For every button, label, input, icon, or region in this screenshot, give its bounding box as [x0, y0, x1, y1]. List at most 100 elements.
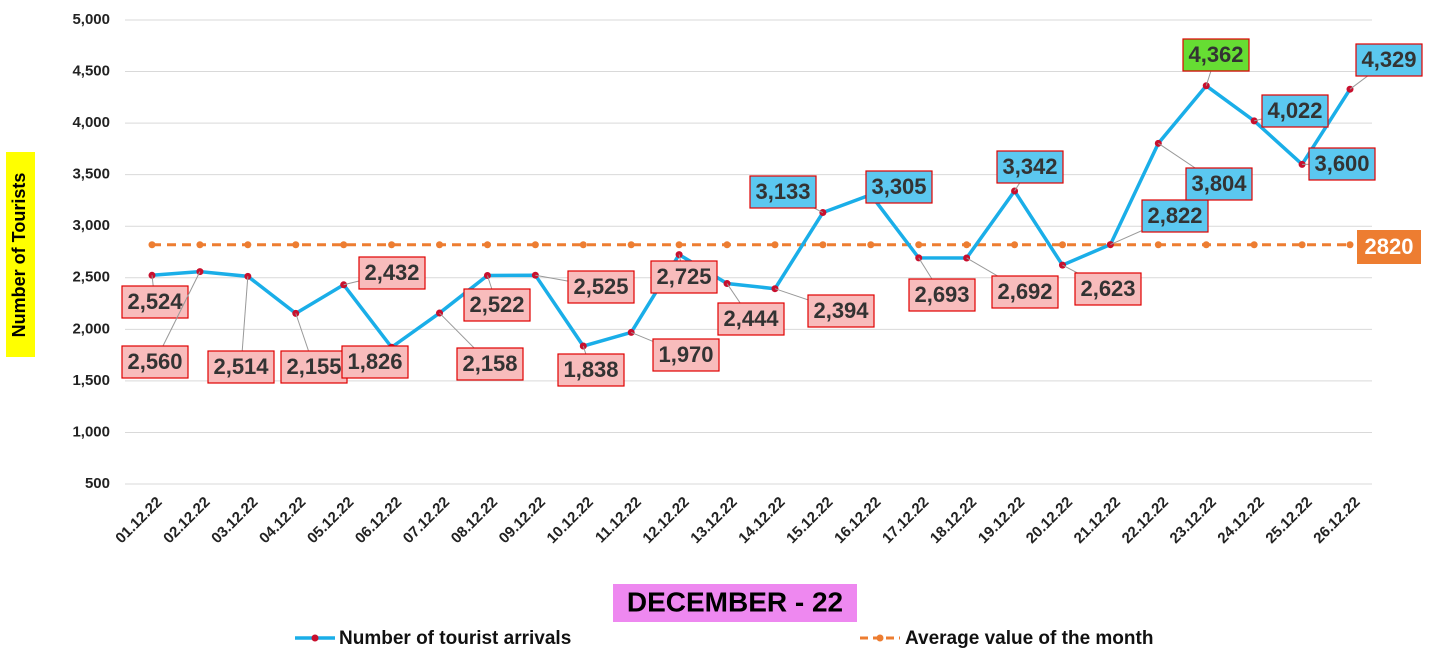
data-label: 2,155: [286, 354, 341, 379]
data-label: 2,444: [723, 306, 779, 331]
average-marker: [483, 241, 491, 249]
data-label-box: [717, 302, 785, 336]
average-marker: [723, 241, 731, 249]
x-tick-label: 13.12.22: [687, 494, 740, 547]
x-tick-label: 12.12.22: [639, 494, 692, 547]
average-marker: [1011, 241, 1019, 249]
average-marker: [244, 241, 252, 249]
average-marker: [196, 241, 204, 249]
data-label-box: [358, 256, 426, 290]
x-tick-label: 15.12.22: [783, 494, 836, 547]
data-label-box: [1308, 147, 1376, 181]
y-axis-label-bg: [6, 152, 35, 357]
average-marker: [436, 241, 444, 249]
data-label-box: [1074, 272, 1142, 306]
data-label: 2,560: [127, 349, 182, 374]
x-tick-label: 17.12.22: [879, 494, 932, 547]
y-tick-label: 2,500: [72, 269, 110, 286]
x-tick-label: 14.12.22: [735, 494, 788, 547]
data-label-box: [567, 270, 635, 304]
data-label: 4,329: [1361, 47, 1416, 72]
average-marker: [915, 241, 923, 249]
data-label-box: [341, 345, 409, 379]
legend-label: Average value of the month: [905, 628, 1153, 649]
data-label: 4,022: [1267, 98, 1322, 123]
data-label-box: [865, 170, 933, 204]
y-tick-label: 4,000: [72, 114, 110, 131]
data-label: 4,362: [1188, 42, 1243, 67]
x-tick-label: 22.12.22: [1119, 494, 1172, 547]
x-tick-label: 25.12.22: [1262, 494, 1315, 547]
x-tick-label: 21.12.22: [1071, 494, 1124, 547]
average-marker: [1250, 241, 1258, 249]
y-tick-label: 4,500: [72, 63, 110, 80]
data-label: 2,522: [469, 292, 524, 317]
average-marker: [963, 241, 971, 249]
data-label: 2,394: [813, 298, 869, 323]
data-label-box: [652, 338, 720, 372]
x-tick-label: 18.12.22: [927, 494, 980, 547]
data-label-box: [807, 294, 875, 328]
data-label: 1,826: [347, 349, 402, 374]
average-marker: [292, 241, 300, 249]
y-tick-label: 3,500: [72, 166, 110, 183]
data-label: 2,725: [656, 264, 711, 289]
data-label: 3,804: [1191, 171, 1247, 196]
x-tick-label: 24.12.22: [1214, 494, 1267, 547]
data-label: 2,524: [127, 289, 183, 314]
legend-label: Number of tourist arrivals: [339, 628, 571, 649]
data-label-box: [1141, 199, 1209, 233]
data-label: 2,623: [1080, 276, 1135, 301]
data-label: 2,514: [213, 354, 269, 379]
x-tick-label: 16.12.22: [831, 494, 884, 547]
average-marker: [1058, 241, 1066, 249]
arrivals-marker: [675, 251, 683, 259]
x-tick-label: 06.12.22: [352, 494, 405, 547]
y-tick-label: 500: [85, 475, 110, 492]
average-marker: [1298, 241, 1306, 249]
data-label-box: [463, 288, 531, 322]
data-label: 3,600: [1314, 151, 1369, 176]
average-marker: [1154, 241, 1162, 249]
data-label-box: [650, 260, 718, 294]
data-label-box: [207, 350, 275, 384]
data-label: 2,525: [573, 274, 628, 299]
average-marker: [340, 241, 348, 249]
data-label-box: [1355, 43, 1423, 77]
x-tick-label: 03.12.22: [208, 494, 261, 547]
x-tick-label: 08.12.22: [448, 494, 501, 547]
x-tick-label: 20.12.22: [1023, 494, 1076, 547]
y-tick-label: 2,000: [72, 320, 110, 337]
average-marker: [388, 241, 396, 249]
data-label-box: [280, 350, 348, 384]
average-marker: [1346, 241, 1354, 249]
x-axis-label: DECEMBER - 22: [627, 586, 843, 617]
data-label-box: [991, 275, 1059, 309]
y-tick-label: 3,000: [72, 217, 110, 234]
y-axis-label: Number of Tourists: [9, 173, 29, 338]
average-marker: [627, 241, 635, 249]
data-label-box: [1185, 167, 1253, 201]
data-label: 2,693: [914, 282, 969, 307]
x-tick-label: 01.12.22: [112, 494, 165, 547]
x-tick-label: 02.12.22: [160, 494, 213, 547]
y-tick-label: 1,500: [72, 372, 110, 389]
data-label-box: [996, 150, 1064, 184]
data-label: 2,692: [997, 279, 1052, 304]
arrivals-line: [151, 83, 1352, 350]
average-marker: [1202, 241, 1210, 249]
data-label-box: [456, 347, 524, 381]
x-axis-label-bg: [613, 584, 857, 622]
x-tick-label: 11.12.22: [592, 494, 645, 547]
average-label-box: [1357, 230, 1421, 264]
average-marker: [148, 241, 156, 249]
y-tick-label: 5,000: [72, 11, 110, 28]
data-label: 1,838: [563, 357, 618, 382]
x-tick-label: 26.12.22: [1310, 494, 1363, 547]
data-label-box: [1261, 94, 1329, 128]
data-label: 2,822: [1147, 203, 1202, 228]
data-label: 2,432: [364, 260, 419, 285]
data-label: 3,342: [1002, 154, 1057, 179]
legend-marker: [311, 634, 319, 642]
